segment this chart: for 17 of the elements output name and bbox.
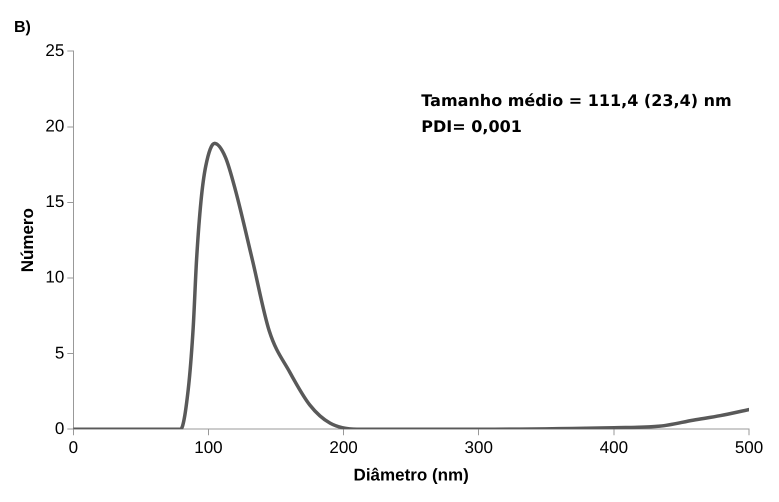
annotation: Tamanho médio = 111,4 (23,4) nm [421, 91, 732, 110]
x-tick-label: 200 [329, 438, 358, 458]
y-tick-label: 20 [45, 116, 64, 136]
x-tick-label: 400 [600, 438, 628, 458]
y-tick-label: 0 [54, 418, 64, 438]
x-tick-label: 300 [464, 438, 493, 458]
y-tick-label: 10 [45, 268, 64, 287]
annotation: PDI= 0,001 [421, 117, 522, 136]
x-tick-label: 100 [194, 438, 223, 458]
y-axis-title: Número [18, 208, 37, 272]
x-tick-label: 500 [734, 438, 764, 458]
x-tick-label: 0 [68, 438, 78, 458]
y-tick-label: 15 [45, 192, 64, 212]
y-tick-label: 5 [54, 343, 64, 362]
chart-title: B) [14, 19, 31, 36]
x-axis-title: Diâmetro (nm) [354, 465, 469, 484]
y-tick-label: 25 [45, 40, 64, 60]
